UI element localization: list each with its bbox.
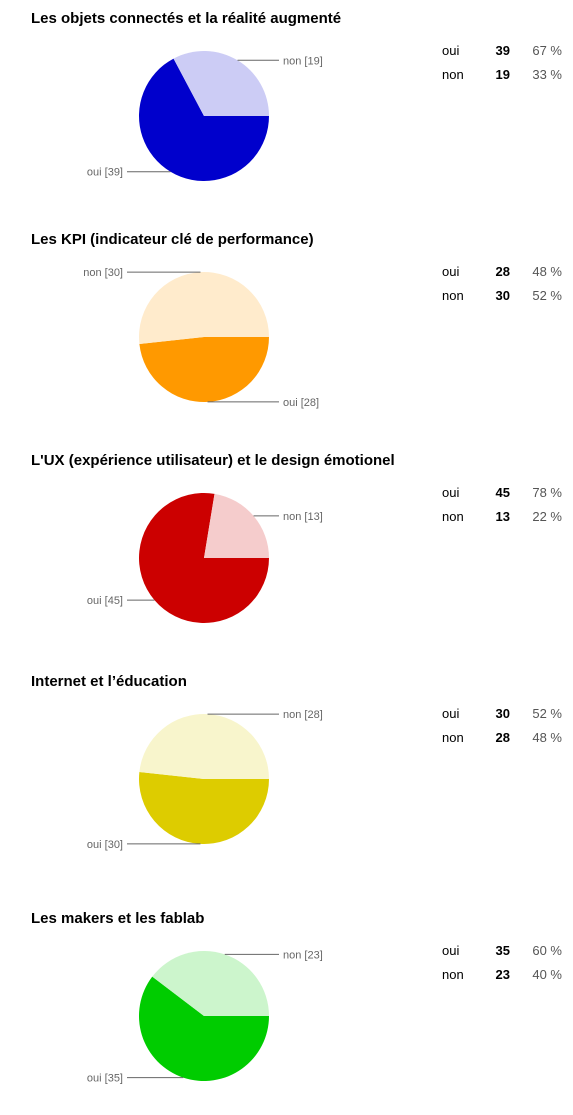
- summary-label: oui: [442, 705, 460, 721]
- pie-slice-non: [204, 493, 269, 558]
- summary-label: oui: [442, 484, 460, 500]
- summary-count: 30: [495, 705, 510, 721]
- summary-percent: 52 %: [532, 287, 562, 303]
- summary-label: oui: [442, 263, 460, 279]
- slice-label-oui: oui [39]: [87, 167, 123, 179]
- summary-label: non: [442, 66, 464, 82]
- summary-row-non: non 13 22 %: [436, 504, 562, 528]
- summary-row-non: non 28 48 %: [436, 725, 562, 749]
- slice-label-non: non [13]: [283, 511, 323, 523]
- pie-svg: oui [45] non [13]: [87, 493, 323, 624]
- slice-label-non: non [19]: [283, 55, 323, 67]
- summary-percent: 22 %: [532, 508, 562, 524]
- summary-label: oui: [442, 42, 460, 58]
- pie-svg: oui [30] non [28]: [87, 709, 323, 851]
- pie-slice-oui: [139, 493, 269, 624]
- pie-chart-1: Les objets connectés et la réalité augme…: [0, 0, 573, 215]
- slice-label-oui: oui [35]: [87, 1073, 123, 1085]
- slice-label-non: non [28]: [283, 709, 323, 721]
- summary-table: oui 30 52 % non 28 48 %: [436, 701, 562, 749]
- summary-table: oui 39 67 % non 19 33 %: [436, 38, 562, 86]
- summary-percent: 60 %: [532, 942, 562, 958]
- summary-count: 23: [495, 966, 510, 982]
- summary-label: non: [442, 287, 464, 303]
- summary-count: 28: [495, 263, 510, 279]
- summary-table: oui 45 78 % non 13 22 %: [436, 480, 562, 528]
- summary-percent: 52 %: [532, 705, 562, 721]
- summary-row-oui: oui 35 60 %: [436, 938, 562, 962]
- summary-row-non: non 19 33 %: [436, 62, 562, 86]
- chart-title: Internet et l’éducation: [31, 673, 187, 690]
- pie-slice-non: [152, 950, 269, 1016]
- summary-row-oui: oui 28 48 %: [436, 259, 562, 283]
- slice-label-oui: oui [28]: [283, 397, 319, 409]
- summary-percent: 48 %: [532, 729, 562, 745]
- chart-title: L'UX (expérience utilisateur) et le desi…: [31, 452, 395, 469]
- pie-chart-4: Internet et l’éducation oui [30] non [28] o…: [0, 663, 573, 878]
- summary-label: oui: [442, 942, 460, 958]
- summary-percent: 78 %: [532, 484, 562, 500]
- summary-label: non: [442, 966, 464, 982]
- pie-svg: oui [39] non [19]: [87, 50, 323, 181]
- summary-percent: 67 %: [532, 42, 562, 58]
- pie-slice-oui: [139, 58, 269, 181]
- summary-count: 28: [495, 729, 510, 745]
- slice-label-non: non [23]: [283, 949, 323, 961]
- summary-count: 35: [495, 942, 510, 958]
- summary-count: 13: [495, 508, 510, 524]
- pie-chart-3: L'UX (expérience utilisateur) et le desi…: [0, 442, 573, 657]
- summary-label: non: [442, 729, 464, 745]
- slice-label-non: non [30]: [83, 267, 123, 279]
- pie-slice-oui: [139, 337, 269, 403]
- pie-chart-5: Les makers et les fablab oui [35] non [23]…: [0, 900, 573, 1115]
- slice-label-oui: oui [30]: [87, 839, 123, 851]
- summary-row-non: non 30 52 %: [436, 283, 562, 307]
- pie-chart-2: Les KPI (indicateur clé de performance) o…: [0, 221, 573, 436]
- summary-row-oui: oui 39 67 %: [436, 38, 562, 62]
- pie-slice-non: [173, 50, 270, 116]
- pie-svg: oui [35] non [23]: [87, 949, 323, 1085]
- summary-row-oui: oui 45 78 %: [436, 480, 562, 504]
- summary-count: 19: [495, 66, 510, 82]
- summary-count: 45: [495, 484, 510, 500]
- pie-slice-non: [139, 713, 270, 779]
- chart-title: Les KPI (indicateur clé de performance): [31, 231, 314, 248]
- pie-slice-oui: [139, 771, 269, 844]
- summary-row-oui: oui 30 52 %: [436, 701, 562, 725]
- summary-percent: 48 %: [532, 263, 562, 279]
- pie-slice-non: [138, 272, 269, 345]
- summary-count: 39: [495, 42, 510, 58]
- pie-slice-oui: [138, 976, 269, 1081]
- summary-count: 30: [495, 287, 510, 303]
- summary-table: oui 35 60 % non 23 40 %: [436, 938, 562, 986]
- summary-percent: 33 %: [532, 66, 562, 82]
- chart-title: Les objets connectés et la réalité augme…: [31, 10, 342, 27]
- chart-title: Les makers et les fablab: [31, 910, 205, 927]
- summary-table: oui 28 48 % non 30 52 %: [436, 259, 562, 307]
- summary-percent: 40 %: [532, 966, 562, 982]
- slice-label-oui: oui [45]: [87, 595, 123, 607]
- summary-row-non: non 23 40 %: [436, 962, 562, 986]
- pie-svg: oui [28] non [30]: [83, 267, 319, 409]
- summary-label: non: [442, 508, 464, 524]
